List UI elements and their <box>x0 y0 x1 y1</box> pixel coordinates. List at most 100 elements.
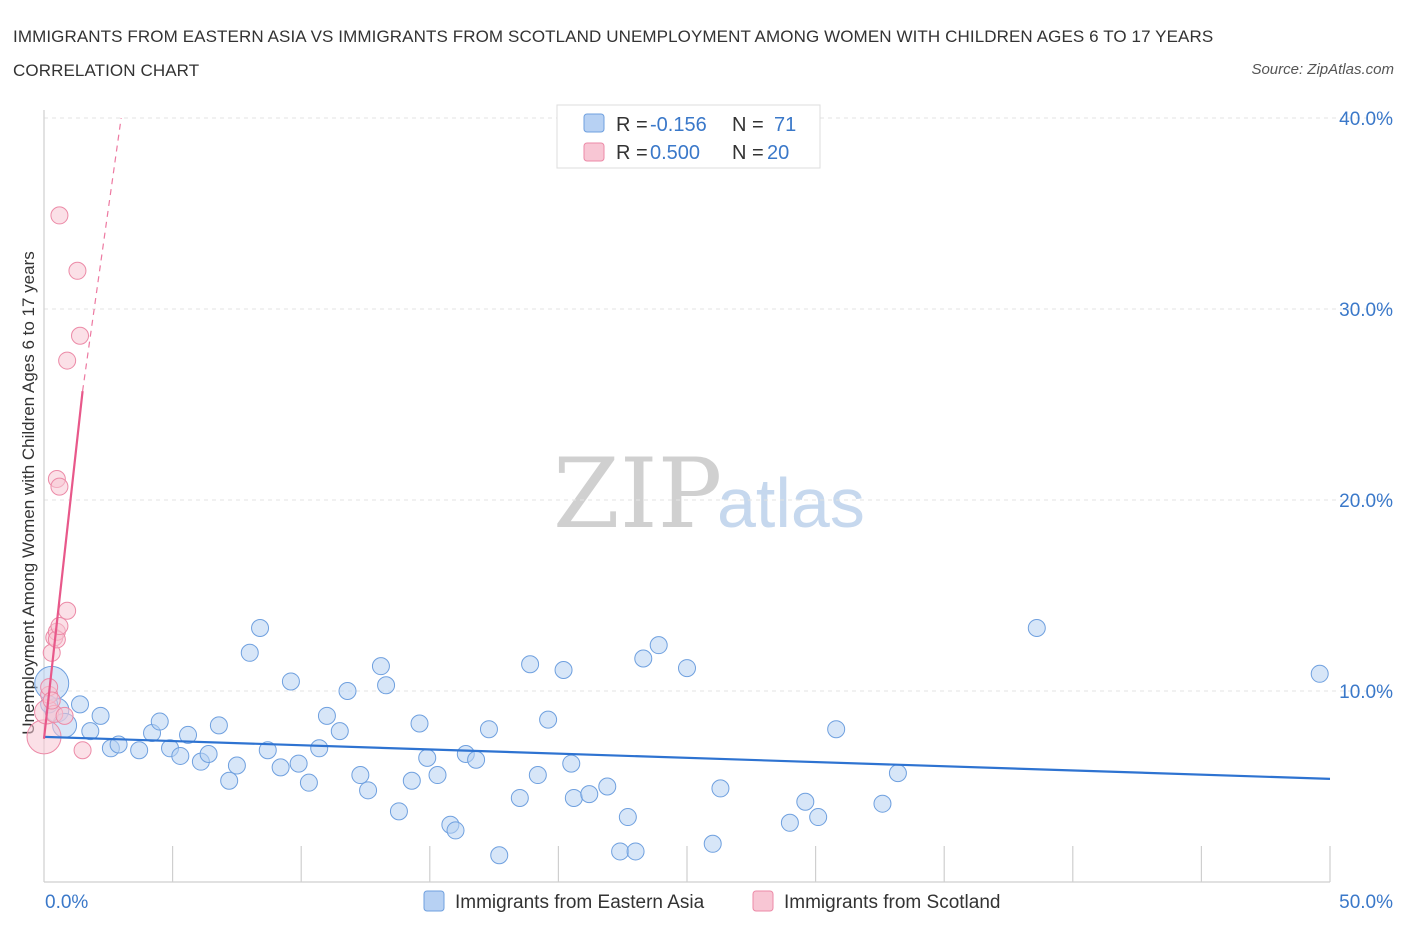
point-eastern-asia <box>71 695 90 714</box>
point-eastern-asia <box>562 754 581 773</box>
point-eastern-asia <box>580 785 599 804</box>
point-eastern-asia <box>554 660 573 679</box>
point-eastern-asia <box>521 655 540 674</box>
y-tick-label: 40.0% <box>1339 109 1393 130</box>
point-scotland <box>42 691 61 710</box>
y-axis-title: Unemployment Among Women with Children A… <box>19 251 38 735</box>
legend-swatch-scotland <box>583 142 605 162</box>
point-eastern-asia <box>479 720 498 739</box>
x-tick-label-min: 0.0% <box>45 892 88 913</box>
point-eastern-asia <box>351 766 370 785</box>
point-eastern-asia <box>209 716 228 735</box>
y-tick-labels: 10.0% 20.0% 30.0% 40.0% <box>1339 109 1393 703</box>
y-tick-label: 30.0% <box>1339 300 1393 321</box>
point-eastern-asia <box>490 846 509 865</box>
legend-n-label-1: N = <box>732 114 764 136</box>
point-eastern-asia <box>130 741 149 760</box>
point-eastern-asia <box>598 777 617 796</box>
point-eastern-asia <box>179 725 198 744</box>
point-scotland <box>58 351 77 370</box>
point-scotland <box>71 326 90 345</box>
point-eastern-asia <box>618 808 637 827</box>
point-scotland <box>55 706 74 725</box>
trend-line-eastern-asia <box>43 735 1331 780</box>
point-eastern-asia <box>418 748 437 767</box>
point-eastern-asia <box>1310 664 1329 683</box>
x-ticks <box>172 846 1331 882</box>
point-scotland <box>68 261 87 280</box>
point-eastern-asia <box>634 649 653 668</box>
bottom-legend-label-scotland: Immigrants from Scotland <box>784 892 1000 913</box>
point-eastern-asia <box>227 756 246 775</box>
point-eastern-asia <box>402 771 421 790</box>
watermark-atlas: atlas <box>717 464 865 542</box>
point-eastern-asia <box>827 720 846 739</box>
point-eastern-asia <box>281 672 300 691</box>
point-eastern-asia <box>796 792 815 811</box>
legend-box: R = -0.156 N = 71 R = 0.500 N = 20 <box>556 104 821 169</box>
legend-swatch-eastern-asia <box>583 113 605 133</box>
point-eastern-asia <box>220 771 239 790</box>
legend-r-value-2: 0.500 <box>650 142 700 164</box>
point-eastern-asia <box>703 834 722 853</box>
point-eastern-asia <box>528 766 547 785</box>
point-scotland <box>58 601 77 620</box>
point-eastern-asia <box>150 712 169 731</box>
point-eastern-asia <box>1027 618 1046 637</box>
point-eastern-asia <box>371 657 390 676</box>
point-eastern-asia <box>171 746 190 765</box>
point-eastern-asia <box>251 618 270 637</box>
point-eastern-asia <box>780 813 799 832</box>
point-scotland <box>50 617 69 636</box>
point-eastern-asia <box>338 682 357 700</box>
legend-r-label-1: R = <box>616 114 648 136</box>
point-eastern-asia <box>330 722 349 741</box>
trend-lines <box>42 117 1331 780</box>
point-eastern-asia <box>539 710 558 729</box>
point-eastern-asia <box>310 739 329 758</box>
legend-r-value-1: -0.156 <box>650 114 707 136</box>
watermark: ZIP atlas <box>553 438 865 550</box>
point-eastern-asia <box>711 779 730 798</box>
point-eastern-asia <box>410 714 429 733</box>
point-eastern-asia <box>299 773 318 792</box>
point-eastern-asia <box>888 764 907 783</box>
point-eastern-asia <box>873 794 892 813</box>
bottom-legend-label-eastern-asia: Immigrants from Eastern Asia <box>455 892 705 913</box>
point-scotland <box>73 741 92 760</box>
point-eastern-asia <box>564 788 583 807</box>
point-eastern-asia <box>377 676 396 695</box>
x-tick-label-max: 50.0% <box>1339 892 1393 913</box>
bottom-legend-swatch-eastern-asia <box>423 890 445 912</box>
point-eastern-asia <box>389 802 408 821</box>
point-eastern-asia <box>91 706 110 725</box>
point-scotland <box>50 206 69 225</box>
legend-n-value-1: 71 <box>774 114 796 136</box>
point-eastern-asia <box>289 754 308 773</box>
point-eastern-asia <box>81 722 100 741</box>
chart-title: IMMIGRANTS FROM EASTERN ASIA VS IMMIGRAN… <box>13 27 1214 80</box>
point-eastern-asia <box>317 706 336 725</box>
point-eastern-asia <box>626 842 645 861</box>
series-eastern-asia-points <box>34 618 1329 865</box>
bottom-legend: Immigrants from Eastern Asia Immigrants … <box>423 890 1000 913</box>
trend-line-scotland-extension <box>81 117 122 392</box>
chart-source: Source: ZipAtlas.com <box>1251 61 1394 78</box>
point-eastern-asia <box>428 766 447 785</box>
grid-lines <box>44 117 1392 692</box>
watermark-zip: ZIP <box>553 438 722 550</box>
point-eastern-asia <box>258 741 277 760</box>
point-eastern-asia <box>271 758 290 777</box>
point-eastern-asia <box>678 659 696 678</box>
point-eastern-asia <box>510 788 529 807</box>
point-eastern-asia <box>649 636 668 655</box>
point-eastern-asia <box>240 643 259 662</box>
legend-n-label-2: N = <box>732 142 764 164</box>
y-tick-label: 10.0% <box>1339 682 1393 703</box>
point-eastern-asia <box>199 745 218 764</box>
bottom-legend-swatch-scotland <box>752 890 774 912</box>
trend-line-scotland <box>42 391 84 739</box>
point-eastern-asia <box>467 750 486 769</box>
legend-r-label-2: R = <box>616 142 648 164</box>
